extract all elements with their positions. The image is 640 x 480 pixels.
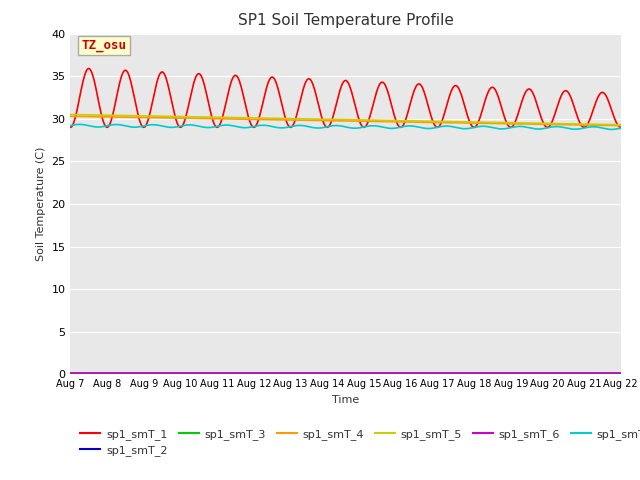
sp1\_smT\_4 [133,115,141,120]
Line: sp1\_smT\_4: sp1\_smT\_4 [70,116,621,126]
sp1\_smT\_6 [67,370,74,375]
sp1\_smT\_1 [190,81,198,86]
sp1\_smT\_2 [77,371,84,376]
sp1\_smT\_3 [77,370,84,376]
sp1\_smT\_7 [190,122,198,128]
sp1\_smT\_7 [429,125,437,131]
sp1\_smT\_7 [134,124,141,130]
sp1\_smT\_5 [133,113,141,119]
sp1\_smT\_5 [429,119,436,124]
sp1\_smT\_4 [413,119,420,125]
Line: sp1\_smT\_5: sp1\_smT\_5 [70,115,621,125]
sp1\_smT\_2 [429,371,436,376]
sp1\_smT\_1 [134,111,141,117]
X-axis label: Time: Time [332,395,359,405]
sp1\_smT\_2 [413,371,420,376]
sp1\_smT\_7 [219,122,227,128]
sp1\_smT\_1 [77,91,84,96]
Line: sp1\_smT\_1: sp1\_smT\_1 [70,69,621,127]
sp1\_smT\_1 [85,66,93,72]
sp1\_smT\_3 [413,370,420,376]
sp1\_smT\_7 [67,123,74,129]
Legend: sp1_smT_1, sp1_smT_2, sp1_smT_3, sp1_smT_4, sp1_smT_5, sp1_smT_6, sp1_smT_7: sp1_smT_1, sp1_smT_2, sp1_smT_3, sp1_smT… [76,424,640,460]
sp1\_smT\_2 [67,371,74,376]
sp1\_smT\_1 [617,124,625,130]
sp1\_smT\_6 [133,370,141,375]
sp1\_smT\_6 [189,370,196,375]
sp1\_smT\_2 [218,371,226,376]
sp1\_smT\_4 [429,120,436,125]
sp1\_smT\_1 [413,82,421,88]
sp1\_smT\_7 [617,125,625,131]
sp1\_smT\_1 [429,120,437,125]
sp1\_smT\_5 [617,122,625,128]
sp1\_smT\_4 [617,123,625,129]
sp1\_smT\_3 [133,370,141,376]
sp1\_smT\_1 [219,113,227,119]
sp1\_smT\_3 [189,370,196,376]
sp1\_smT\_6 [218,370,226,375]
sp1\_smT\_2 [617,371,625,376]
sp1\_smT\_2 [133,371,141,376]
sp1\_smT\_2 [189,371,196,376]
sp1\_smT\_6 [413,370,420,375]
sp1\_smT\_6 [617,370,625,375]
sp1\_smT\_7 [77,121,85,127]
sp1\_smT\_3 [218,370,226,376]
sp1\_smT\_6 [429,370,436,375]
sp1\_smT\_7 [413,124,421,130]
sp1\_smT\_7 [608,127,616,132]
sp1\_smT\_3 [429,370,436,376]
sp1\_smT\_4 [218,116,226,122]
Line: sp1\_smT\_7: sp1\_smT\_7 [70,124,621,130]
sp1\_smT\_5 [77,112,84,118]
sp1\_smT\_5 [218,114,226,120]
sp1\_smT\_6 [77,370,84,375]
sp1\_smT\_4 [67,113,74,119]
sp1\_smT\_3 [617,370,625,376]
sp1\_smT\_5 [413,118,420,124]
Title: SP1 Soil Temperature Profile: SP1 Soil Temperature Profile [237,13,454,28]
Y-axis label: Soil Temperature (C): Soil Temperature (C) [36,147,46,261]
sp1\_smT\_3 [67,370,74,376]
Text: TZ_osu: TZ_osu [81,39,127,52]
sp1\_smT\_1 [67,124,74,130]
sp1\_smT\_5 [189,114,196,120]
sp1\_smT\_5 [67,112,74,118]
sp1\_smT\_4 [189,116,196,121]
sp1\_smT\_7 [76,121,83,127]
sp1\_smT\_4 [77,114,84,120]
